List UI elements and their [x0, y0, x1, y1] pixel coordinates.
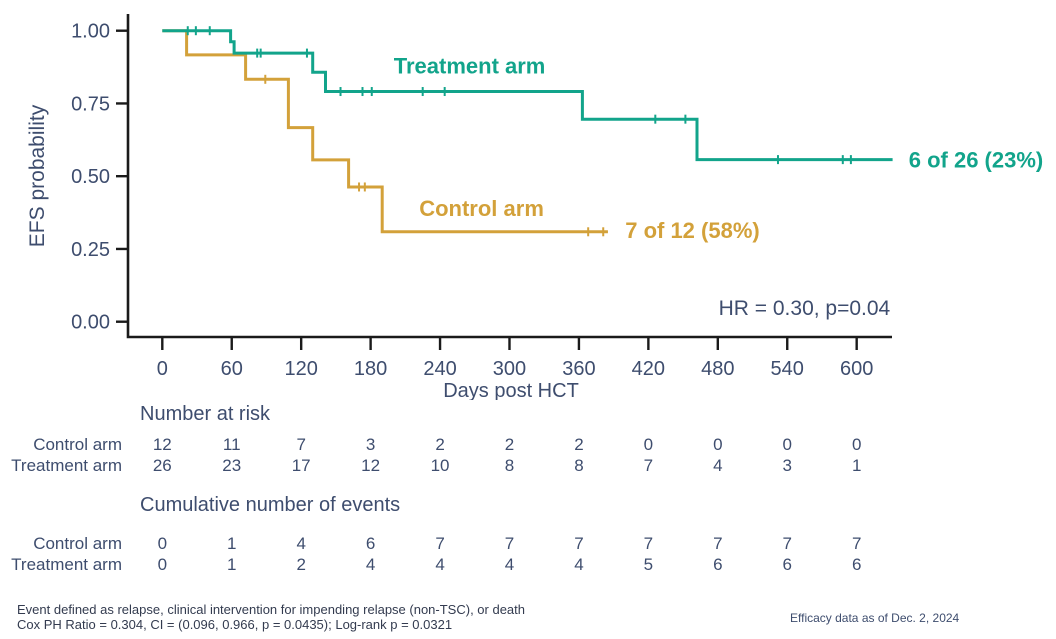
- risk-table-cell: 12: [152, 435, 172, 454]
- risk-row-label-treatment: Treatment arm: [11, 456, 122, 475]
- events-table-cell: 5: [643, 555, 654, 574]
- risk-row-label-control: Control arm: [33, 435, 122, 454]
- x-tick-label: 600: [840, 358, 873, 380]
- events-table-cell: 1: [227, 555, 237, 574]
- y-tick-label: 0.50: [71, 166, 110, 188]
- control-arm-events-annotation: 7 of 12 (58%): [625, 218, 760, 243]
- x-tick-label: 480: [701, 358, 734, 380]
- events-table-cell: 6: [782, 555, 792, 574]
- events-table-cell: 4: [435, 555, 445, 574]
- events-table-cell: 0: [157, 534, 168, 553]
- risk-table-cell: 2: [504, 435, 515, 454]
- risk-table-cell: 3: [365, 435, 376, 454]
- risk-table-cell: 23: [222, 456, 242, 475]
- km-plot: 1.00 0.75 0.50 0.25 0.00 0 60 120 180 240 300 360 42…: [26, 14, 1044, 400]
- events-table-cell: 6: [365, 534, 376, 553]
- y-tick-label: 0.25: [71, 239, 110, 261]
- events-table-cell: 4: [504, 555, 515, 574]
- risk-table-cell: 2: [574, 435, 584, 454]
- events-table-cell: 0: [157, 555, 168, 574]
- risk-table-cell: 8: [504, 456, 515, 475]
- control-arm-curve: [162, 29, 608, 234]
- events-table-cell: 7: [574, 534, 584, 553]
- number-at-risk-title: Number at risk: [140, 403, 271, 425]
- risk-table-cell: 0: [851, 435, 862, 454]
- events-table-cell: 7: [782, 534, 792, 553]
- treatment-arm-label: Treatment arm: [394, 54, 546, 79]
- events-table-cell: 7: [643, 534, 654, 553]
- risk-table-cell: 8: [574, 456, 584, 475]
- y-tick-label: 0.75: [71, 93, 110, 115]
- risk-table-cell: 7: [643, 456, 654, 475]
- risk-table-cell: 17: [291, 456, 311, 475]
- events-row-label-control: Control arm: [33, 534, 122, 553]
- y-tick-label: 0.00: [71, 312, 110, 334]
- events-table-cell: 7: [504, 534, 515, 553]
- control-arm-label: Control arm: [419, 196, 544, 221]
- events-table-cell: 4: [574, 555, 584, 574]
- risk-table-cell: 0: [643, 435, 654, 454]
- axis-frame: [126, 14, 892, 339]
- x-tick-label: 420: [632, 358, 665, 380]
- x-tick-label: 300: [493, 358, 526, 380]
- y-tick-label: 1.00: [71, 21, 110, 43]
- x-tick-label: 240: [423, 358, 456, 380]
- events-row-label-treatment: Treatment arm: [11, 555, 122, 574]
- events-table-cell: 1: [227, 534, 237, 553]
- x-tick-label: 180: [354, 358, 387, 380]
- risk-table-cell: 11: [222, 435, 241, 454]
- x-tick-label: 0: [157, 358, 168, 380]
- events-table-cell: 6: [851, 555, 862, 574]
- x-axis-title: Days post HCT: [443, 380, 579, 400]
- x-tick-label: 360: [562, 358, 595, 380]
- risk-table-cell: 3: [782, 456, 792, 475]
- treatment-arm-events-annotation: 6 of 26 (23%): [909, 148, 1044, 173]
- x-tick-label: 540: [771, 358, 804, 380]
- footnote-event-definition: Event defined as relapse, clinical inter…: [17, 602, 525, 617]
- risk-table-cell: 0: [782, 435, 792, 454]
- events-table-cell: 6: [713, 555, 723, 574]
- risk-table-cell: 10: [430, 456, 450, 475]
- footnote-data-cutoff: Efficacy data as of Dec. 2, 2024: [790, 611, 960, 625]
- risk-table-cell: 12: [361, 456, 381, 475]
- events-table-cell: 7: [435, 534, 445, 553]
- cumulative-events-title: Cumulative number of events: [140, 494, 401, 516]
- events-table-cell: 7: [851, 534, 862, 553]
- risk-table-cell: 26: [152, 456, 172, 475]
- risk-table-cell: 2: [435, 435, 445, 454]
- events-table-cell: 4: [296, 534, 306, 553]
- risk-table-cell: 7: [296, 435, 306, 454]
- hazard-ratio-annotation: HR = 0.30, p=0.04: [719, 297, 891, 320]
- treatment-arm-curve: [162, 29, 893, 162]
- risk-table-cell: 1: [851, 456, 862, 475]
- x-tick-label: 60: [221, 358, 243, 380]
- risk-table-cell: 0: [713, 435, 723, 454]
- y-axis-title: EFS probability: [26, 104, 49, 247]
- risk-table-cell: 4: [713, 456, 723, 475]
- x-tick-label: 120: [284, 358, 317, 380]
- events-table-cell: 7: [713, 534, 723, 553]
- events-table-cell: 4: [365, 555, 376, 574]
- events-table-cell: 2: [296, 555, 306, 574]
- footnote-statistics: Cox PH Ratio = 0.304, CI = (0.096, 0.966…: [17, 617, 453, 632]
